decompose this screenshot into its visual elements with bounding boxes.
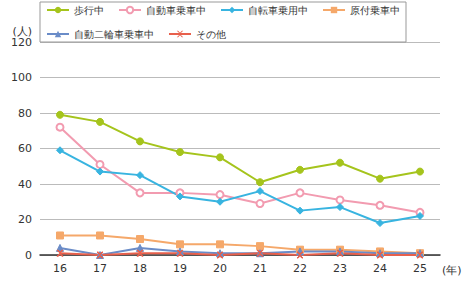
svg-text:20: 20 [213, 262, 227, 275]
svg-text:22: 22 [293, 262, 307, 275]
svg-text:自動車乗車中: 自動車乗車中 [146, 5, 206, 16]
svg-text:歩行中: 歩行中 [74, 5, 104, 16]
svg-text:自転車乗用中: 自転車乗用中 [248, 5, 308, 16]
svg-text:25: 25 [413, 262, 427, 275]
svg-text:21: 21 [253, 262, 267, 275]
svg-text:17: 17 [93, 262, 107, 275]
svg-text:16: 16 [53, 262, 67, 275]
svg-text:19: 19 [173, 262, 187, 275]
svg-text:20: 20 [18, 213, 32, 226]
svg-text:80: 80 [18, 107, 32, 120]
svg-text:60: 60 [18, 142, 32, 155]
svg-text:120: 120 [11, 36, 32, 49]
svg-text:23: 23 [333, 262, 347, 275]
svg-text:原付乗車中: 原付乗車中 [350, 5, 400, 16]
svg-text:40: 40 [18, 178, 32, 191]
svg-text:18: 18 [133, 262, 147, 275]
svg-text:(人): (人) [12, 24, 32, 38]
svg-text:24: 24 [373, 262, 387, 275]
svg-text:0: 0 [25, 249, 32, 262]
svg-text:その他: その他 [196, 29, 226, 40]
svg-text:自動二輪車乗車中: 自動二輪車乗車中 [74, 29, 154, 40]
svg-text:(年): (年) [442, 264, 462, 277]
svg-text:100: 100 [11, 71, 32, 84]
